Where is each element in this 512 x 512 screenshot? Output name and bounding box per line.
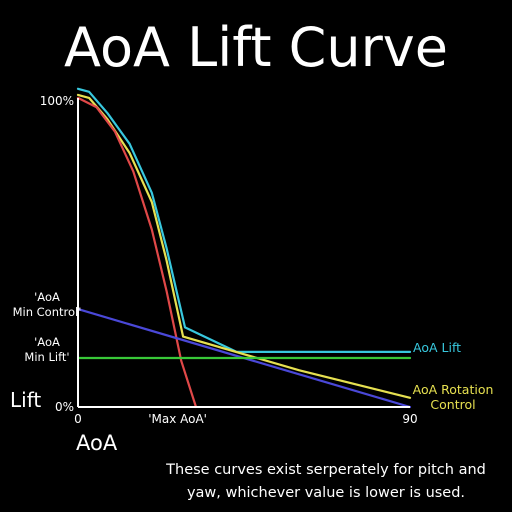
x-tick-label-2: 90	[402, 412, 417, 426]
y-tick-label-1: 0%	[55, 400, 74, 414]
series-label-1-line-0: AoA Rotation	[413, 382, 494, 397]
y-marker-label-1-line-0: 'AoA	[34, 290, 60, 304]
series-line-0	[76, 87, 412, 353]
x-tick-label-1: 'Max AoA'	[148, 412, 207, 426]
footnote-line-1: These curves exist serperately for pitch…	[165, 462, 486, 478]
y-marker-label-0-line-0: 'AoA	[34, 335, 60, 349]
chart-title: AoA Lift Curve	[64, 16, 448, 79]
x-axis-label: AoA	[76, 431, 118, 455]
series-line-2	[76, 96, 198, 409]
y-tick-label-0: 100%	[40, 94, 74, 108]
series-label-0-line-0: AoA Lift	[413, 340, 461, 355]
x-tick-label-0: 0	[74, 412, 82, 426]
y-axis-label: Lift	[10, 388, 41, 412]
y-marker-label-1-line-1: Min Control'	[13, 305, 82, 319]
y-marker-label-0-line-1: Min Lift'	[24, 350, 69, 364]
series-label-1-line-1: Control	[430, 397, 475, 412]
footnote-line-2: yaw, whichever value is lower is used.	[187, 485, 465, 501]
